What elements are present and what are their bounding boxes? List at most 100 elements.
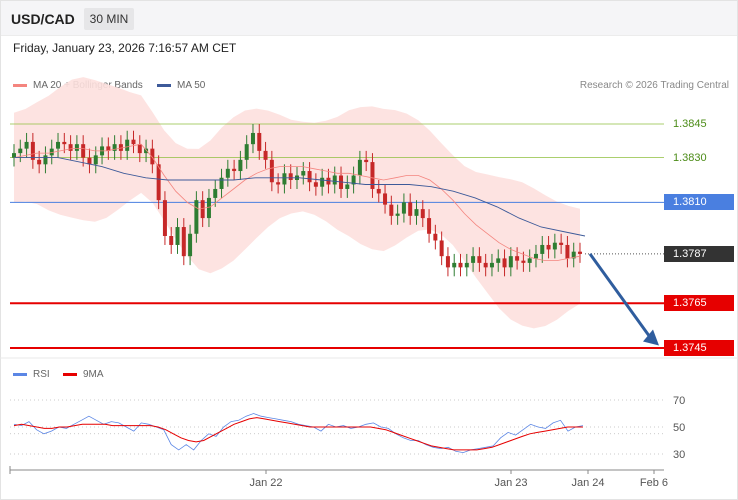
legend-rsi-label: RSI — [33, 369, 50, 380]
candle-body — [439, 240, 444, 257]
candle-body — [578, 251, 582, 254]
candle-body — [332, 175, 337, 185]
candle-body — [364, 159, 369, 163]
ma50-line — [14, 157, 586, 237]
candle-body — [420, 209, 425, 219]
price-label-1.3787: 1.3787 — [664, 245, 734, 262]
candle-body — [452, 262, 457, 268]
price-label-1.3765: 1.3765 — [664, 295, 734, 312]
candle-body — [37, 159, 42, 165]
candle-body — [533, 253, 538, 259]
candle-body — [565, 244, 570, 259]
candle-body — [571, 251, 576, 259]
rsi-series-RSI — [13, 413, 584, 454]
candle-body — [169, 236, 174, 245]
candle-body — [345, 184, 350, 189]
candle-body — [68, 144, 73, 151]
timeframe-button[interactable]: 30 MIN — [84, 8, 134, 30]
candle-body — [188, 233, 193, 257]
x-tick-label-2: Jan 24 — [571, 477, 604, 489]
candle-body — [93, 155, 98, 165]
legend-ma9-label: 9MA — [83, 369, 104, 380]
candle-body — [213, 188, 218, 198]
ma20-line — [13, 143, 581, 262]
candle-body — [282, 173, 287, 185]
candle-body — [206, 197, 211, 219]
candle-body — [118, 144, 123, 151]
candle-body — [496, 258, 501, 263]
forecast-arrow-head — [643, 329, 659, 346]
candle-body — [288, 173, 293, 180]
x-tick-label-1: Jan 23 — [494, 477, 527, 489]
ma50-swatch — [157, 83, 171, 87]
price-label-1.3810: 1.3810 — [664, 194, 734, 211]
candle-body — [540, 244, 545, 254]
candle-body — [414, 209, 419, 216]
x-tick-label-3: Feb 6 — [640, 477, 668, 489]
candle-body — [445, 256, 450, 268]
candle-body — [30, 141, 35, 160]
candle-body — [106, 146, 111, 151]
candle-body — [56, 141, 61, 149]
candle-body — [483, 262, 488, 268]
candle-body — [307, 171, 312, 183]
candle-body — [464, 262, 469, 268]
rsi-tick-30: 30 — [673, 449, 685, 461]
candle-body — [376, 188, 381, 194]
candle-body — [458, 262, 463, 268]
candle-body — [137, 144, 142, 154]
rsi-tick-50: 50 — [673, 422, 685, 434]
legend-ma50: MA 50 — [157, 80, 205, 91]
ma20-swatch — [13, 83, 27, 87]
candle-body — [276, 182, 281, 185]
candle-body — [87, 157, 92, 165]
candle-body — [232, 168, 237, 172]
candle-body — [477, 256, 482, 263]
candle-body — [408, 202, 413, 216]
candle-body — [238, 159, 243, 172]
candle-body — [515, 256, 520, 261]
top-bar: USD/CAD 30 MIN — [1, 1, 737, 36]
candle-body — [433, 233, 438, 241]
candle-body — [250, 132, 255, 145]
price-label-1.3845: 1.3845 — [673, 118, 707, 130]
rsi-tick-70: 70 — [673, 395, 685, 407]
candle-body — [263, 150, 268, 160]
candle-body — [370, 162, 375, 189]
candle-body — [508, 256, 513, 268]
candle-body — [389, 204, 394, 216]
candle-body — [219, 177, 224, 189]
candle-body — [150, 148, 155, 165]
candle-body — [49, 148, 54, 156]
candle-body — [162, 200, 167, 236]
candle-body — [401, 202, 406, 214]
legend-ma50-label: MA 50 — [177, 80, 206, 91]
candle-body — [546, 244, 551, 250]
x-tick-label-0: Jan 22 — [249, 477, 282, 489]
candle-body — [175, 227, 180, 245]
candle-body — [131, 139, 136, 145]
price-label-1.3830: 1.3830 — [673, 151, 707, 164]
candle-body — [521, 260, 526, 263]
candle-body — [74, 144, 79, 151]
candle-body — [112, 144, 117, 151]
rsi-series-9MA — [13, 417, 583, 451]
candle-body — [383, 193, 388, 205]
symbol-title: USD/CAD — [11, 11, 75, 27]
chart-datetime: Friday, January 23, 2026 7:16:57 AM CET — [13, 41, 237, 55]
research-credit: Research © 2026 Trading Central — [579, 80, 729, 91]
candle-body — [244, 144, 249, 160]
candle-body — [351, 175, 356, 185]
candle-body — [502, 258, 507, 268]
candle-body — [313, 182, 318, 187]
candle-body — [320, 177, 325, 187]
candle-body — [43, 155, 48, 165]
candle-body — [81, 144, 86, 158]
candle-body — [527, 258, 532, 263]
candle-body — [269, 159, 274, 183]
candle-body — [200, 200, 205, 219]
rsi-swatch — [13, 372, 27, 376]
candle-body — [181, 227, 186, 257]
candle-body — [427, 218, 432, 234]
